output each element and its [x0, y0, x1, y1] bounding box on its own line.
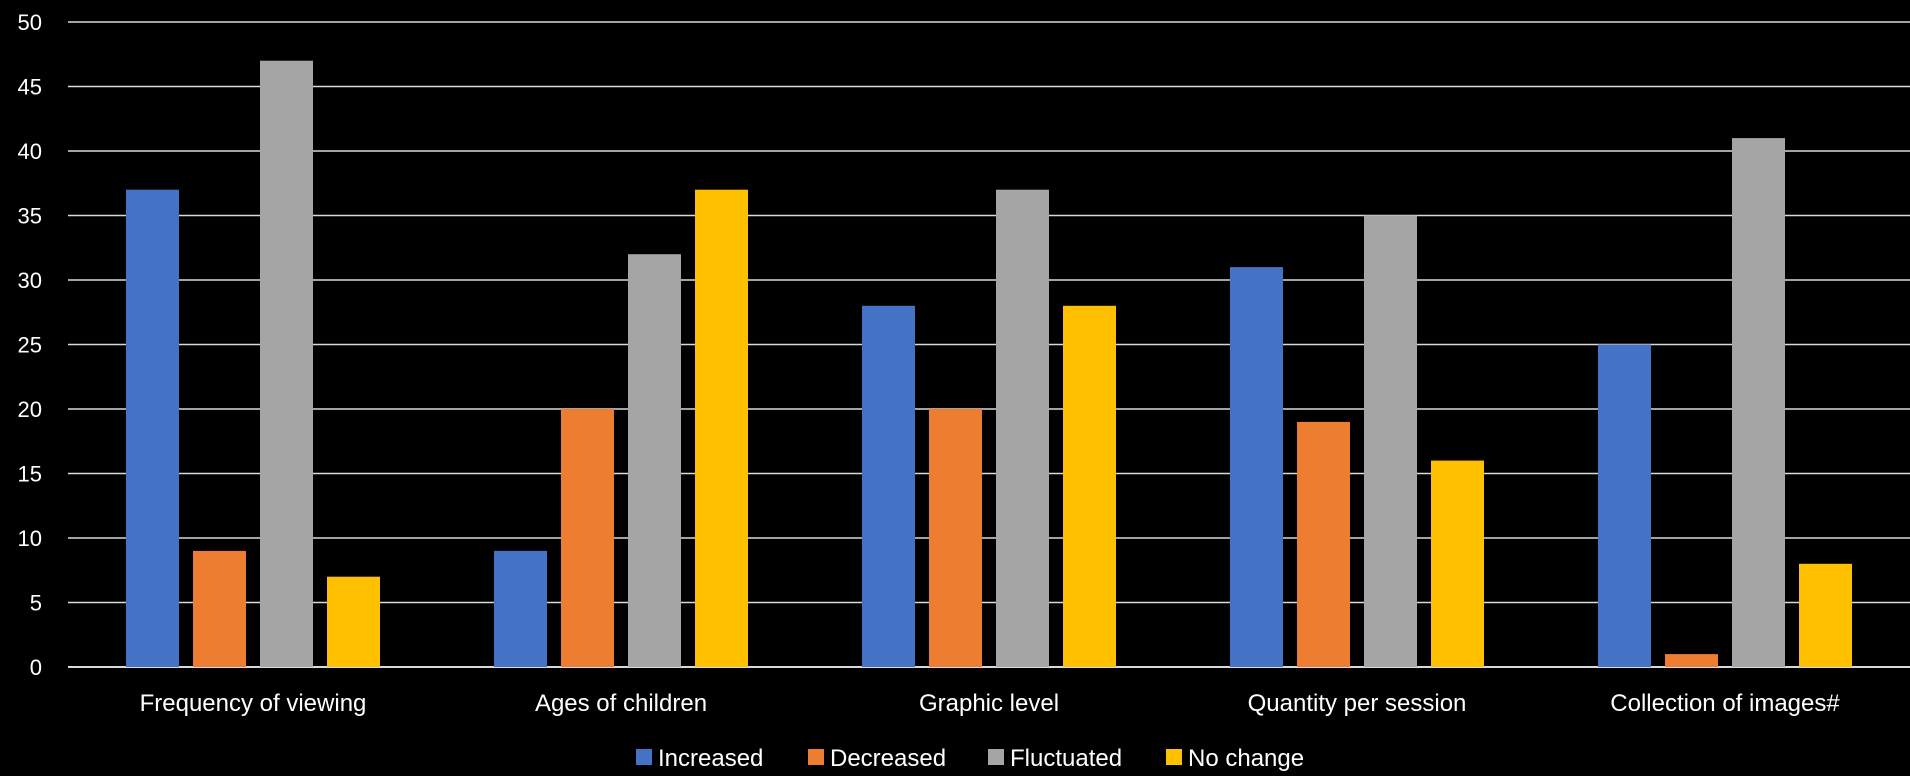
bar-increased-3 [1230, 267, 1283, 667]
bar-decreased-3 [1297, 421, 1350, 667]
legend: Increased Decreased Fluctuated No change [636, 745, 1304, 772]
bar-decreased-4 [1665, 654, 1718, 667]
legend-label: Increased [658, 745, 763, 771]
legend-label: No change [1188, 745, 1304, 771]
y-tick-label: 15 [18, 462, 42, 487]
y-tick-label: 25 [18, 333, 42, 358]
legend-swatch [1166, 749, 1182, 765]
legend-swatch [636, 749, 652, 765]
y-tick-label: 10 [18, 526, 42, 551]
x-tick-label: Collection of images# [1610, 690, 1840, 717]
legend-item-fluctuated: Fluctuated [988, 745, 1122, 772]
x-tick-label: Quantity per session [1248, 690, 1467, 717]
y-tick-label: 35 [18, 204, 42, 229]
x-tick-label: Graphic level [919, 690, 1059, 717]
x-axis-tick-labels: Frequency of viewing Ages of children Grap… [140, 690, 1841, 717]
bar-no-change-2 [1063, 305, 1116, 667]
bar-decreased-1 [561, 409, 614, 667]
bar-increased-2 [862, 305, 915, 667]
y-tick-label: 0 [30, 655, 42, 680]
bar-increased-1 [494, 550, 547, 667]
bar-fluctuated-0 [260, 60, 313, 667]
bar-no-change-3 [1431, 460, 1484, 667]
x-tick-label: Frequency of viewing [140, 690, 367, 717]
bar-increased-4 [1598, 344, 1651, 667]
bar-no-change-1 [695, 189, 748, 667]
bar-decreased-0 [193, 550, 246, 667]
y-tick-label: 20 [18, 397, 42, 422]
y-tick-label: 40 [18, 139, 42, 164]
y-tick-label: 30 [18, 268, 42, 293]
bar-decreased-2 [929, 409, 982, 667]
legend-swatch [988, 749, 1004, 765]
bar-fluctuated-2 [996, 189, 1049, 667]
bar-increased-0 [126, 189, 179, 667]
x-tick-label: Ages of children [535, 690, 707, 717]
legend-label: Fluctuated [1010, 745, 1122, 771]
bar-fluctuated-3 [1364, 215, 1417, 667]
legend-item-decreased: Decreased [808, 745, 946, 772]
legend-item-no-change: No change [1166, 745, 1304, 772]
legend-label: Decreased [830, 745, 946, 771]
bar-no-change-4 [1799, 563, 1852, 667]
y-tick-label: 5 [30, 591, 42, 616]
y-axis-tick-labels: 0 5 10 15 20 25 30 35 40 45 50 [18, 10, 42, 680]
y-tick-label: 45 [18, 75, 42, 100]
y-tick-label: 50 [18, 10, 42, 35]
bars [126, 60, 1852, 668]
legend-swatch [808, 749, 824, 765]
legend-item-increased: Increased [636, 745, 763, 772]
bar-fluctuated-4 [1732, 138, 1785, 668]
bar-fluctuated-1 [628, 254, 681, 667]
bar-no-change-0 [327, 576, 380, 667]
